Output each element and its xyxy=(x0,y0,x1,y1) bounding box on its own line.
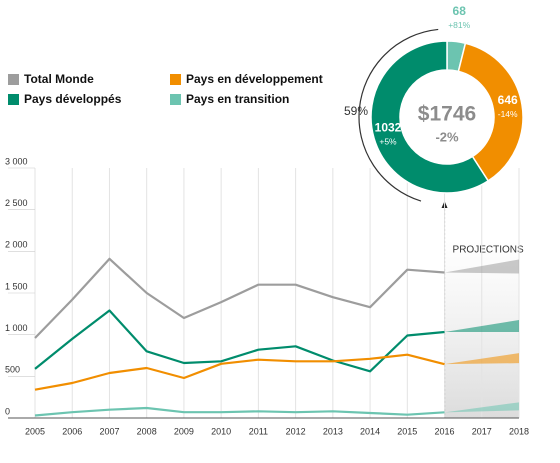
slice-change: +81% xyxy=(448,20,470,30)
x-tick-label: 2011 xyxy=(249,426,268,436)
y-tick-label: 1 000 xyxy=(5,323,28,333)
share-label: 59% xyxy=(344,104,368,118)
x-tick-label: 2005 xyxy=(25,426,45,436)
slice-value: 1032 xyxy=(375,121,402,135)
share-bracket xyxy=(358,28,439,202)
slice-value: 68 xyxy=(453,4,467,18)
donut-slice xyxy=(370,40,490,194)
legend-label: Total Monde xyxy=(24,72,94,86)
x-tick-label: 2008 xyxy=(137,426,157,436)
slice-change: +5% xyxy=(379,137,397,147)
x-tick-label: 2018 xyxy=(509,426,529,436)
y-tick-label: 500 xyxy=(5,365,20,375)
center-total: $1746 xyxy=(418,103,476,126)
y-tick-label: 2 500 xyxy=(5,198,28,208)
series-line xyxy=(34,406,445,417)
y-tick-label: 2 000 xyxy=(5,240,28,250)
legend-swatch xyxy=(8,94,19,105)
x-tick-label: 2017 xyxy=(472,426,492,436)
projection-wedge xyxy=(444,259,519,274)
legend-swatch xyxy=(170,74,181,85)
legend-label: Pays en développement xyxy=(186,72,323,86)
x-tick-label: 2007 xyxy=(99,426,119,436)
donut-slice xyxy=(457,42,524,182)
projection-wedge xyxy=(444,353,519,365)
projection-wedge xyxy=(444,320,519,332)
plot-area: PROJECTIONS 2005 2006 2007 2008 2009 2010 2011 2… xyxy=(5,72,529,436)
legend-label: Pays développés xyxy=(24,92,122,106)
x-tick-label: 2014 xyxy=(360,426,380,436)
x-tick-label: 2009 xyxy=(174,426,194,436)
x-tick-label: 2010 xyxy=(211,426,231,436)
series-line xyxy=(34,257,445,339)
y-tick-label: 0 xyxy=(5,406,10,416)
x-tick-label: 2016 xyxy=(435,426,455,436)
x-tick-label: 2013 xyxy=(323,426,343,436)
slice-value: 646 xyxy=(498,93,518,107)
x-tick-label: 2012 xyxy=(286,426,306,436)
center-change: -2% xyxy=(435,129,459,144)
legend-label: Pays en transition xyxy=(186,92,289,106)
donut-chart: 59% 68 +81% 646 -14% 1032 +5% $1746 -2% xyxy=(344,4,524,202)
y-tick-label: 1 500 xyxy=(5,281,28,291)
projection-wedge xyxy=(444,402,519,413)
slice-change: -14% xyxy=(498,109,518,119)
y-tick-label: 3 000 xyxy=(5,156,28,166)
legend-swatch xyxy=(170,94,181,105)
legend-swatch xyxy=(8,74,19,85)
series-line xyxy=(34,353,445,391)
x-tick-label: 2006 xyxy=(62,426,82,436)
x-tick-label: 2015 xyxy=(397,426,417,436)
annotation: PROJECTIONS xyxy=(453,245,524,256)
series-line xyxy=(34,309,445,373)
